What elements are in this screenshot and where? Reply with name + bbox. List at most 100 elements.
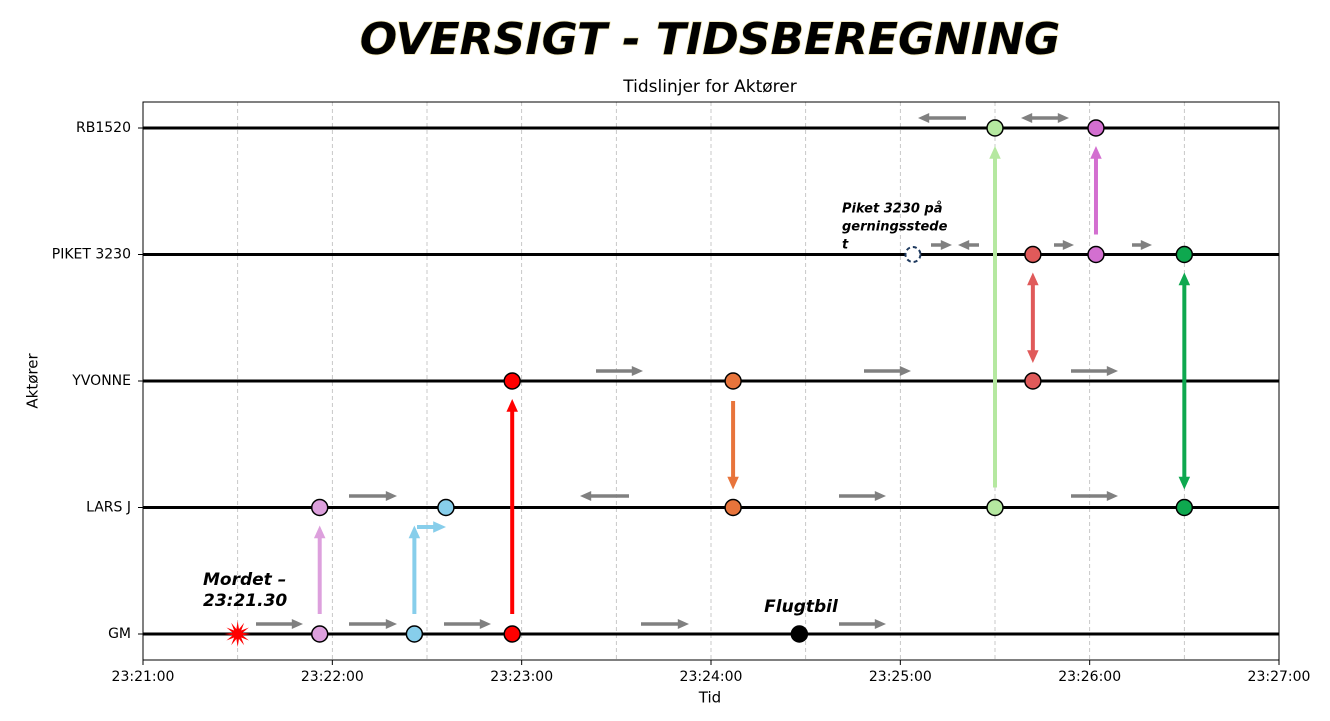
transfer-arrow: [727, 401, 739, 490]
chart-title: OVERSIGT - TIDSBEREGNING: [360, 14, 1061, 65]
event-marker: [1087, 245, 1105, 264]
x-tick-label: 23:21:00: [112, 669, 175, 685]
direction-arrow-head: [918, 112, 930, 124]
y-tick-label: PIKET 3230: [52, 247, 131, 263]
annotation: Flugtbil: [764, 597, 839, 617]
transfer-arrow-head: [1178, 476, 1191, 490]
event-star: [224, 621, 251, 647]
direction-arrow: [1071, 490, 1118, 502]
transfer-arrow-head: [1027, 272, 1039, 286]
y-tick-label: GM: [108, 626, 131, 642]
transfer-arrow-head: [506, 399, 518, 412]
chart-subtitle: Tidslinjer for Aktører: [622, 77, 796, 97]
direction-arrow: [864, 365, 911, 377]
direction-arrow: [349, 618, 397, 630]
direction-arrow: [839, 618, 886, 630]
direction-arrow: [596, 365, 643, 377]
event-marker: [437, 498, 455, 517]
direction-arrow-head: [580, 490, 592, 502]
transfer-arrow-head: [408, 525, 421, 539]
event-marker: [503, 372, 521, 390]
plot-frame: [142, 101, 1280, 661]
direction-arrow: [444, 618, 491, 630]
transfer-arrow-head: [313, 525, 326, 539]
event-marker: [310, 498, 329, 517]
transfer-arrow: [506, 399, 518, 614]
event-marker: [724, 498, 742, 517]
event-marker: [790, 625, 809, 643]
transfer-arrow: [1178, 272, 1191, 490]
event-marker: [310, 625, 329, 643]
direction-arrow-head: [899, 365, 911, 377]
direction-arrow-head: [385, 490, 397, 502]
annotation: gerningsstede: [842, 220, 948, 235]
transfer-arrow: [1090, 146, 1102, 235]
y-tick-label: RB1520: [76, 120, 131, 136]
x-tick-label: 23:23:00: [490, 669, 553, 685]
annotation: t: [842, 238, 849, 253]
direction-arrow-head: [677, 618, 689, 630]
event-marker: [986, 498, 1004, 517]
direction-arrow: [931, 239, 952, 251]
annotation: 23:21.30: [203, 591, 287, 611]
y-tick-label: YVONNE: [71, 373, 131, 389]
event-marker: [724, 372, 742, 390]
direction-arrow: [641, 618, 689, 630]
transfer-arrow: [989, 146, 1001, 488]
direction-arrow-head: [385, 618, 397, 630]
direction-arrow: [580, 490, 629, 502]
direction-arrow-head: [1140, 239, 1152, 251]
direction-arrow: [256, 618, 303, 630]
x-tick-label: 23:22:00: [301, 669, 364, 685]
direction-arrow-head: [1106, 490, 1118, 502]
direction-arrow: [1021, 112, 1069, 124]
direction-arrow: [1054, 239, 1074, 251]
direction-arrow-head: [874, 490, 886, 502]
direction-arrow: [349, 490, 397, 502]
direction-arrow-head: [1062, 239, 1074, 251]
direction-arrow-head: [631, 365, 643, 377]
x-tick-label: 23:26:00: [1058, 669, 1121, 685]
direction-arrow-head: [958, 239, 970, 251]
direction-arrow-head: [1021, 112, 1033, 124]
x-tick-label: 23:24:00: [680, 669, 743, 685]
y-axis-label: Aktører: [24, 353, 42, 409]
direction-arrow-head: [291, 618, 303, 630]
x-axis-label: Tid: [698, 689, 721, 707]
transfer-arrow: [313, 525, 326, 614]
plot-area: 23:21:00 23:22:00 23:23:00 23:24:00 23:25:00…: [52, 102, 1311, 685]
direction-arrow-head: [1106, 365, 1118, 377]
direction-arrow: [417, 521, 446, 533]
direction-arrow-head: [479, 618, 491, 630]
event-marker: [503, 625, 521, 643]
x-tick-label: 23:27:00: [1248, 669, 1311, 685]
direction-arrow: [958, 239, 979, 251]
direction-arrow-head: [940, 239, 952, 251]
transfer-arrow-head: [989, 146, 1001, 159]
direction-arrow: [1132, 239, 1152, 251]
event-marker: [904, 246, 922, 263]
transfer-arrow: [408, 525, 421, 614]
transfer-arrow-head: [1178, 272, 1191, 286]
y-tick-label: LARS J: [86, 500, 131, 516]
direction-arrow-head: [433, 521, 446, 533]
direction-arrow: [918, 112, 966, 124]
transfer-arrow-head: [727, 476, 739, 490]
event-marker: [1024, 245, 1042, 264]
x-tick-label: 23:25:00: [869, 669, 932, 685]
event-marker: [405, 625, 424, 643]
transfer-arrow-head: [1090, 146, 1102, 159]
direction-arrow-head: [1057, 112, 1069, 124]
direction-arrow: [839, 490, 886, 502]
annotation: Piket 3230 på: [842, 202, 943, 217]
event-marker: [986, 119, 1004, 137]
transfer-arrow: [1027, 272, 1039, 363]
direction-arrow: [1071, 365, 1118, 377]
event-marker: [1087, 119, 1105, 137]
event-marker: [1024, 372, 1042, 390]
transfer-arrow-head: [1027, 350, 1039, 363]
annotation: Mordet –: [203, 570, 286, 590]
event-marker: [1175, 498, 1194, 517]
event-marker: [1175, 245, 1194, 264]
